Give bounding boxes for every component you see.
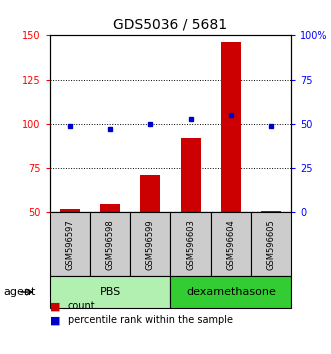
- Bar: [170, 276, 291, 308]
- Bar: [130, 212, 170, 276]
- Bar: [50, 212, 90, 276]
- Text: GSM596597: GSM596597: [65, 219, 74, 270]
- Bar: [170, 212, 211, 276]
- Text: ■: ■: [50, 315, 60, 325]
- Text: GSM596599: GSM596599: [146, 219, 155, 270]
- Text: percentile rank within the sample: percentile rank within the sample: [68, 315, 233, 325]
- Title: GDS5036 / 5681: GDS5036 / 5681: [114, 17, 227, 32]
- Text: count: count: [68, 301, 95, 311]
- Text: agent: agent: [3, 287, 36, 297]
- Bar: [180, 138, 201, 212]
- Bar: [251, 212, 291, 276]
- Text: GSM596605: GSM596605: [267, 219, 276, 270]
- Bar: [261, 211, 281, 212]
- Text: dexamethasone: dexamethasone: [186, 287, 276, 297]
- Text: ■: ■: [50, 301, 60, 311]
- Bar: [221, 42, 241, 212]
- Bar: [50, 276, 170, 308]
- Text: PBS: PBS: [99, 287, 121, 297]
- Bar: [140, 175, 161, 212]
- Bar: [211, 212, 251, 276]
- Text: GSM596604: GSM596604: [226, 219, 235, 270]
- Bar: [100, 204, 120, 212]
- Text: GSM596603: GSM596603: [186, 219, 195, 270]
- Text: GSM596598: GSM596598: [106, 219, 115, 270]
- Bar: [90, 212, 130, 276]
- Bar: [60, 209, 80, 212]
